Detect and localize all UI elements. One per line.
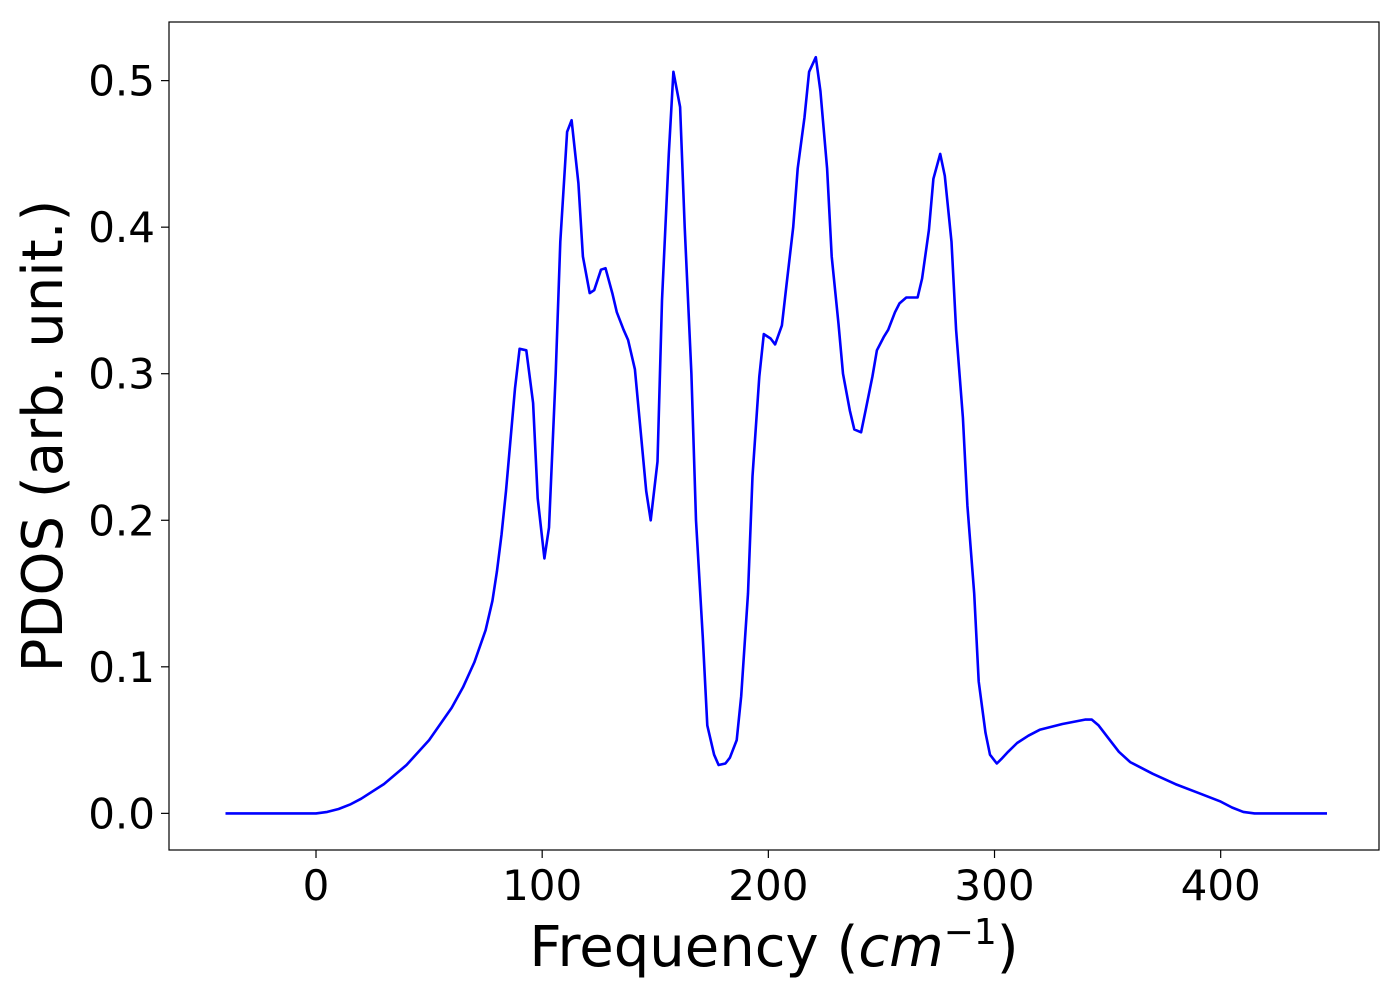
x-axis-label: Frequency (cm−1)	[529, 912, 1018, 980]
x-tick-label: 200	[728, 861, 808, 910]
plot-frame	[168, 21, 1380, 851]
y-tick-label: 0.5	[88, 57, 155, 106]
x-tick-label: 400	[1181, 861, 1261, 910]
x-tick-label: 100	[502, 861, 582, 910]
pdos-series-line	[225, 55, 1327, 815]
y-axis-label: PDOS (arb. unit.)	[11, 200, 76, 673]
y-tick-label: 0.3	[88, 350, 155, 399]
y-tick-label: 0.0	[88, 789, 155, 838]
tick-layer: 0 100 200 300 400 0.0 0.1 0.2 0.3 0.4 0.5	[88, 57, 1261, 910]
y-tick-label: 0.4	[88, 203, 155, 252]
y-tick-label: 0.1	[88, 643, 155, 692]
y-tick-label: 0.2	[88, 496, 155, 545]
plot-layer	[225, 55, 1327, 815]
x-tick-label: 0	[303, 861, 330, 910]
x-tick-label: 300	[954, 861, 1034, 910]
